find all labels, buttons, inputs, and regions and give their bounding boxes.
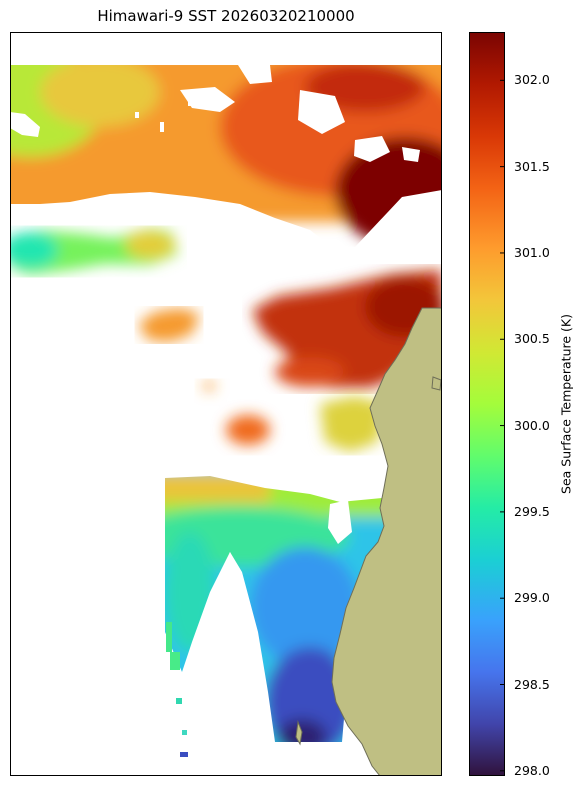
- sst-map: [10, 32, 442, 776]
- small-island: [431, 376, 442, 391]
- colorbar-tick-label: 300.5: [514, 331, 550, 347]
- colorbar-tick-label: 301.5: [514, 158, 550, 174]
- south-cloud-gaps: [206, 500, 352, 722]
- south-scatter-pixels: [166, 622, 188, 757]
- colorbar-tick-label: 299.5: [514, 503, 550, 519]
- map-frame-border: [10, 32, 442, 776]
- colorbar-tick-label: 298.0: [514, 762, 550, 778]
- colorbar-tick-label: 301.0: [514, 244, 550, 260]
- east-sst-band: [252, 270, 442, 388]
- colorbar: [469, 32, 505, 776]
- colorbar-tick-label: 299.0: [514, 590, 550, 606]
- coastline-land: [331, 307, 442, 776]
- north-cloud-gaps: [10, 65, 420, 162]
- colorbar-tick-label: 302.0: [514, 72, 550, 88]
- map-title: Himawari-9 SST 20260320210000: [97, 7, 355, 25]
- colorbar-tick-label: 300.0: [514, 417, 550, 433]
- colorbar-tick-label: 298.5: [514, 676, 550, 692]
- west-sst-patch: [10, 228, 178, 275]
- central-sst-blob: [138, 308, 200, 342]
- colorbar-label: Sea Surface Temperature (K): [558, 314, 574, 494]
- inlet-spit: [295, 720, 303, 746]
- mid-sst-band: [204, 382, 385, 452]
- colorbar-tick-marks: [500, 79, 505, 772]
